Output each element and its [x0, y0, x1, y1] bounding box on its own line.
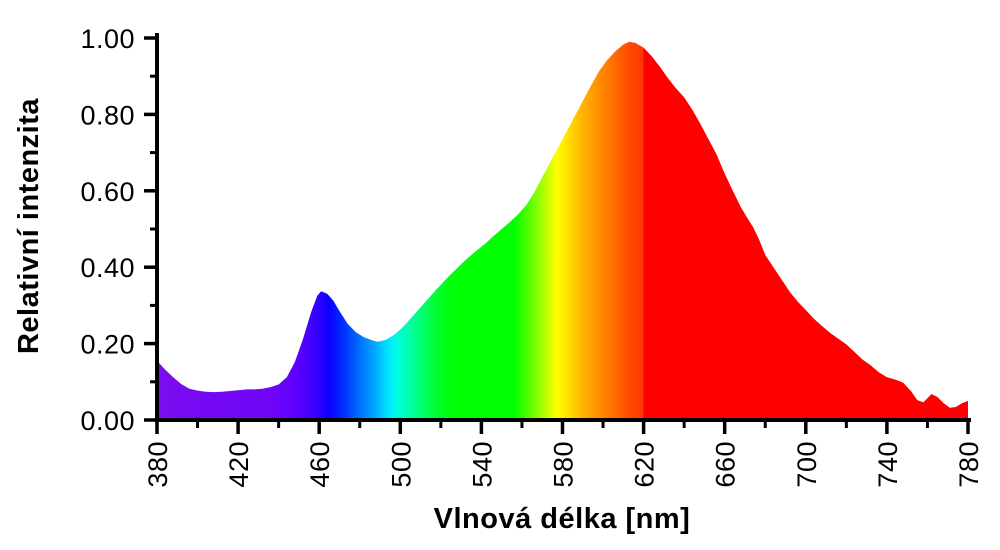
- y-tick-label: 1.00: [80, 24, 135, 54]
- x-tick-label: 700: [792, 441, 822, 488]
- ticks-layer: [144, 36, 970, 434]
- axes-lines: [155, 33, 971, 422]
- axes-layer: [155, 33, 971, 422]
- x-tick-label: 380: [143, 441, 173, 488]
- y-tick-label: 0.60: [80, 177, 135, 207]
- y-axis-title: Relativní intenzita: [13, 98, 45, 354]
- x-tick-label: 420: [224, 441, 254, 488]
- y-tick-label: 0.80: [80, 100, 135, 130]
- x-tick-label: 540: [467, 441, 497, 488]
- spectrum-area-layer: [157, 41, 968, 421]
- tick-labels-layer: 380 420 460 500 540 580 620 660 700 740 780 0.00 0.2…: [80, 24, 984, 488]
- y-tick-label: 0.40: [80, 253, 135, 283]
- x-axis-title: Vlnová délka [nm]: [434, 503, 691, 535]
- y-tick-label: 0.20: [80, 330, 135, 360]
- y-tick-label: 0.00: [80, 406, 135, 436]
- x-tick-label: 780: [954, 441, 984, 488]
- x-tick-label: 580: [549, 441, 579, 488]
- x-tick-label: 460: [305, 441, 335, 488]
- x-tick-label: 500: [386, 441, 416, 488]
- x-tick-label: 660: [711, 441, 741, 488]
- x-tick-label: 620: [630, 441, 660, 488]
- x-tick-label: 740: [873, 441, 903, 488]
- spectrum-area: [157, 41, 968, 421]
